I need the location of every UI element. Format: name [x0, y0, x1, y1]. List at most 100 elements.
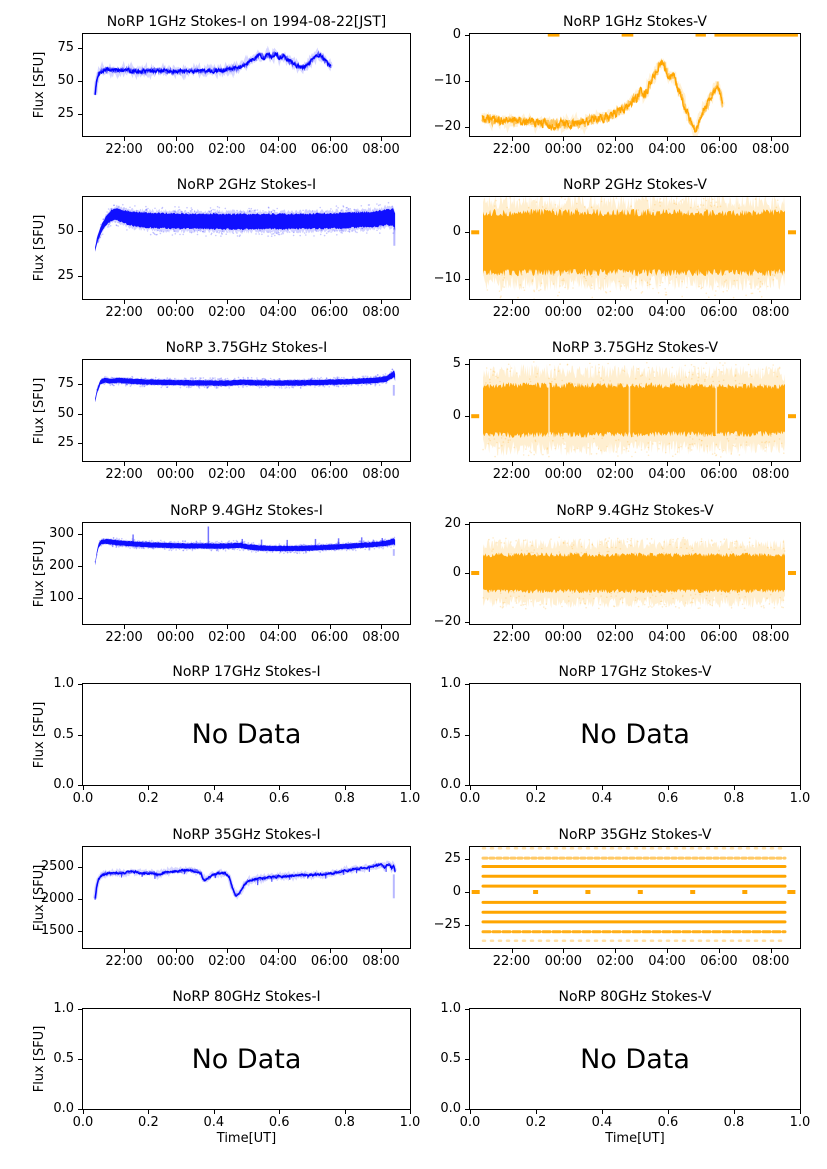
x-tick-mark: [511, 949, 513, 953]
x-tick-label: 00:00: [156, 305, 195, 320]
y-tick-mark: [465, 859, 469, 861]
x-tick-mark: [563, 462, 565, 466]
x-tick-label: 0.4: [203, 791, 225, 806]
plot-title: NoRP 1GHz Stokes-I on 1994-08-22[JST]: [106, 14, 387, 30]
x-tick-label: 08:00: [362, 630, 400, 645]
x-tick-label: 08:00: [362, 467, 400, 482]
no-data-text: No Data: [191, 1043, 302, 1075]
y-tick-label: 0: [452, 884, 461, 899]
plot-area: [469, 196, 801, 300]
y-tick-mark: [465, 1059, 469, 1060]
plot-canvas: [94, 526, 396, 566]
plot-canvas: [95, 201, 396, 253]
x-tick-mark: [148, 1110, 150, 1114]
y-tick-label: 50: [57, 223, 74, 239]
x-tick-mark: [381, 300, 382, 304]
x-tick-label: 02:00: [208, 305, 246, 320]
x-tick-label: 1.0: [789, 791, 811, 806]
y-tick-label: 25: [57, 105, 74, 121]
x-tick-label: 00:00: [156, 142, 195, 157]
x-tick-mark: [124, 300, 126, 304]
plot-canvas: [471, 536, 796, 610]
plot-canvas: [480, 34, 798, 136]
plot-canvas: [93, 859, 398, 900]
plot-area: [82, 846, 411, 949]
x-tick-mark: [278, 300, 280, 304]
x-tick-mark: [278, 949, 280, 953]
x-tick-label: 22:00: [492, 630, 531, 645]
y-tick-mark: [78, 443, 82, 445]
x-tick-label: 22:00: [492, 142, 531, 157]
y-tick-label: 0: [452, 408, 461, 424]
x-tick-label: 00:00: [544, 467, 583, 482]
y-tick-mark: [465, 892, 469, 893]
x-tick-mark: [175, 949, 177, 953]
x-tick-mark: [667, 300, 668, 304]
x-tick-label: 22:00: [105, 467, 143, 482]
x-tick-label: 0.0: [72, 791, 94, 806]
x-tick-mark: [329, 949, 331, 953]
plot-canvas: [471, 197, 796, 299]
y-tick-label: 1.0: [53, 1001, 74, 1016]
x-tick-mark: [734, 786, 735, 790]
no-data-text: No Data: [580, 1043, 690, 1075]
y-tick-label: 2500: [40, 858, 74, 874]
x-tick-mark: [213, 786, 215, 790]
x-tick-mark: [329, 462, 331, 466]
y-tick-label: 0.5: [440, 1051, 461, 1066]
plot-title: NoRP 80GHz Stokes-I: [172, 989, 321, 1005]
x-tick-mark: [667, 137, 668, 141]
y-tick-mark: [78, 383, 82, 385]
y-tick-label: 0.5: [440, 726, 461, 742]
x-tick-label: 00:00: [156, 954, 195, 969]
y-tick-mark: [465, 126, 469, 128]
x-tick-mark: [213, 1110, 215, 1114]
y-tick-mark: [78, 785, 82, 786]
x-tick-mark: [278, 137, 280, 141]
plot-title: NoRP 3.75GHz Stokes-I: [165, 340, 328, 356]
x-tick-label: 04:00: [648, 630, 686, 645]
x-tick-label: 06:00: [700, 305, 738, 320]
plot-canvas: [93, 45, 333, 96]
plot-title: NoRP 1GHz Stokes-V: [562, 14, 707, 30]
plot-canvas: [95, 368, 396, 403]
y-tick-label: 5: [452, 356, 461, 372]
x-tick-mark: [83, 1110, 84, 1114]
x-tick-mark: [668, 1110, 669, 1114]
y-tick-label: −10: [433, 271, 461, 287]
x-tick-mark: [381, 949, 382, 953]
y-tick-label: 1500: [40, 923, 74, 939]
x-tick-label: 08:00: [751, 305, 790, 320]
no-data-text: No Data: [191, 719, 302, 750]
x-tick-mark: [470, 786, 471, 790]
x-tick-mark: [602, 786, 603, 790]
x-tick-mark: [563, 300, 565, 304]
x-tick-mark: [226, 625, 228, 629]
y-tick-mark: [465, 279, 469, 281]
no-data-text: No Data: [580, 719, 690, 750]
x-tick-mark: [615, 625, 617, 629]
x-tick-label: 04:00: [259, 630, 297, 645]
x-tick-mark: [124, 949, 126, 953]
x-tick-mark: [615, 300, 617, 304]
plot-title: NoRP 3.75GHz Stokes-V: [551, 340, 719, 356]
x-tick-label: 0.6: [657, 1115, 679, 1130]
x-tick-mark: [381, 625, 382, 629]
x-tick-label: 0.2: [138, 1115, 159, 1130]
y-tick-mark: [78, 734, 82, 736]
x-tick-mark: [124, 462, 126, 466]
y-tick-label: 0.0: [440, 777, 461, 792]
y-tick-label: 100: [49, 589, 74, 605]
x-tick-mark: [770, 137, 772, 141]
y-tick-label: 75: [57, 40, 74, 56]
y-tick-label: 0: [452, 224, 461, 240]
y-tick-label: −20: [433, 614, 461, 629]
x-tick-mark: [615, 462, 617, 466]
x-tick-label: 0.2: [525, 1115, 547, 1130]
x-tick-label: 04:00: [259, 954, 297, 969]
x-tick-label: 02:00: [596, 142, 634, 157]
y-tick-label: 0.5: [53, 1051, 74, 1066]
x-tick-label: 06:00: [310, 954, 349, 969]
x-tick-label: 00:00: [544, 142, 583, 157]
